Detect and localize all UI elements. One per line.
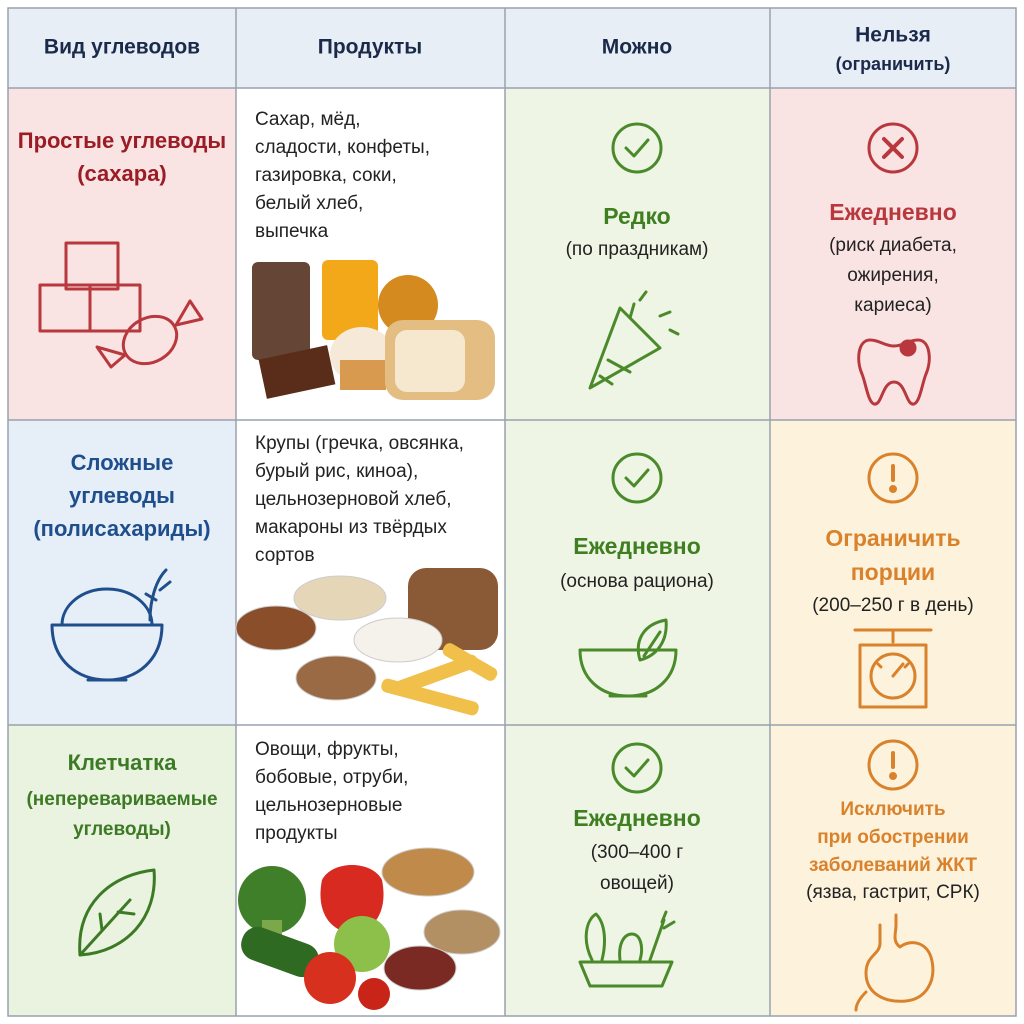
column-header: (ограничить)	[836, 54, 951, 74]
products-line: сортов	[255, 545, 315, 566]
forbidden-note: (язва, гастрит, СРК)	[806, 882, 980, 903]
icon-dot	[889, 485, 897, 493]
allowed-frequency: Редко	[603, 203, 670, 229]
icon-mark	[882, 137, 904, 159]
products-line: бурый рис, киноа),	[255, 461, 418, 482]
cell-backgrounds	[8, 8, 1016, 1016]
vegetables-photo	[238, 847, 501, 1010]
check-icon	[611, 122, 663, 174]
icon-circle	[867, 739, 919, 791]
carb-type: (полисахариды)	[33, 516, 210, 541]
allowed-frequency: Ежедневно	[573, 805, 701, 831]
forbidden-note: ожирения,	[847, 265, 938, 286]
products-line: Сахар, мёд,	[255, 109, 360, 130]
sugar-icon	[38, 241, 204, 369]
leaf-icon	[78, 868, 156, 957]
allowed-note: (по праздникам)	[566, 239, 709, 260]
grains-photo	[235, 568, 498, 716]
products-line: цельнозерновой хлеб,	[255, 489, 452, 510]
forbidden-note: (риск диабета,	[829, 235, 957, 256]
tooth-icon	[857, 338, 931, 406]
grid-lines	[7, 7, 1017, 1017]
icon-mark	[624, 758, 650, 778]
products-line: сладости, конфеты,	[255, 137, 430, 158]
forbidden-advice: при обострении	[817, 827, 969, 848]
products-line: бобовые, отруби,	[255, 767, 408, 788]
products-line: макароны из твёрдых	[255, 517, 447, 538]
column-header: Продукты	[318, 36, 422, 59]
column-header: Вид углеводов	[44, 36, 200, 59]
allowed-note: (основа рациона)	[560, 571, 714, 592]
cross-icon	[867, 122, 919, 174]
products-line: Овощи, фрукты,	[255, 739, 399, 760]
forbidden-note: (200–250 г в день)	[812, 595, 974, 616]
icon-circle	[611, 452, 663, 504]
icon-mark	[624, 468, 650, 488]
allowed-note: (300–400 г	[591, 842, 684, 863]
warn-icon	[867, 739, 919, 791]
forbidden-advice: Ежедневно	[829, 199, 957, 225]
forbidden-advice: заболеваний ЖКТ	[809, 855, 977, 876]
forbidden-note: кариеса)	[854, 295, 931, 316]
products-line: Крупы (гречка, овсянка,	[255, 433, 464, 454]
icon-circle	[867, 122, 919, 174]
vegetables-icon	[578, 910, 676, 988]
forbidden-advice: Ограничить	[825, 525, 960, 551]
forbidden-advice: Исключить	[840, 799, 945, 820]
salad-bowl-icon	[578, 618, 678, 698]
stomach-icon	[854, 913, 935, 1012]
forbidden-advice: порции	[851, 559, 935, 585]
carb-type: Клетчатка	[68, 750, 178, 775]
products-line: продукты	[255, 823, 337, 844]
scale-icon	[853, 628, 933, 709]
icon-circle	[611, 122, 663, 174]
sweets-photo	[252, 260, 495, 400]
icon-circle	[867, 452, 919, 504]
carb-type: углеводы	[69, 483, 175, 508]
carb-type-note: углеводы)	[73, 819, 171, 840]
carb-type: (сахара)	[77, 161, 167, 186]
carb-type: Простые углеводы	[18, 128, 226, 153]
allowed-note: овощей)	[600, 873, 674, 894]
allowed-frequency: Ежедневно	[573, 533, 701, 559]
party-icon	[588, 290, 680, 390]
products-line: белый хлеб,	[255, 193, 363, 214]
products-line: газировка, соки,	[255, 165, 397, 186]
check-icon	[611, 742, 663, 794]
carb-type: Сложные	[71, 450, 174, 475]
bowl-icon	[50, 568, 172, 682]
column-header: Можно	[602, 36, 672, 59]
icon-circle	[611, 742, 663, 794]
products-line: выпечка	[255, 221, 329, 242]
icon-mark	[624, 138, 650, 158]
carb-type-note: (неперевариваемые	[26, 789, 217, 810]
products-line: цельнозерновые	[255, 795, 402, 816]
warn-icon	[867, 452, 919, 504]
icon-dot	[889, 772, 897, 780]
check-icon	[611, 452, 663, 504]
column-header: Нельзя	[855, 24, 931, 47]
